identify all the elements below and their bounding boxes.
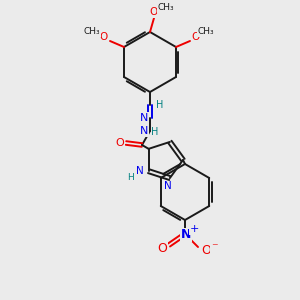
Text: O: O <box>157 242 167 254</box>
Text: N: N <box>140 126 148 136</box>
Text: H: H <box>127 173 134 182</box>
Text: O: O <box>99 32 107 42</box>
Text: +: + <box>189 224 199 234</box>
Text: N: N <box>181 229 191 242</box>
Text: N: N <box>164 181 172 191</box>
Text: O: O <box>201 244 211 256</box>
Text: O: O <box>150 7 158 17</box>
Text: H: H <box>151 127 159 137</box>
Text: ⁻: ⁻ <box>211 242 217 254</box>
Text: N: N <box>136 166 143 176</box>
Text: CH₃: CH₃ <box>158 4 174 13</box>
Text: CH₃: CH₃ <box>84 28 100 37</box>
Text: O: O <box>192 32 200 42</box>
Text: O: O <box>116 138 124 148</box>
Text: CH₃: CH₃ <box>198 28 214 37</box>
Text: H: H <box>156 100 164 110</box>
Text: N: N <box>140 113 148 123</box>
